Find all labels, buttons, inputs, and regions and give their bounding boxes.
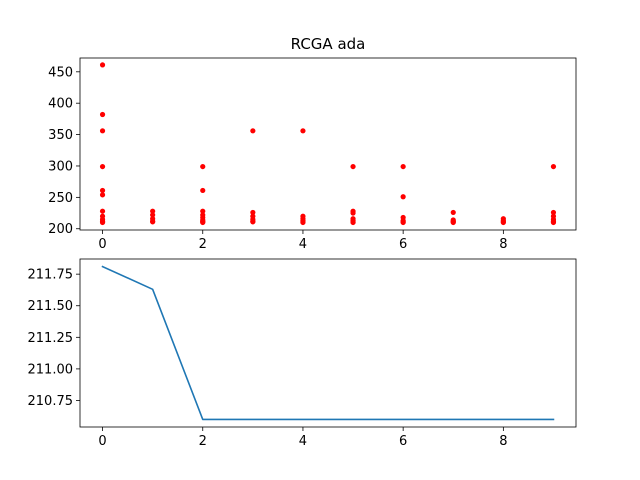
scatter-point (99, 208, 106, 214)
top-y-tick-label: 400 (48, 97, 73, 112)
scatter-point (150, 219, 156, 225)
scatter-point (450, 219, 456, 226)
scatter-point (550, 209, 557, 216)
scatter-point (250, 128, 256, 134)
top-axes-frame (79, 57, 577, 231)
top-scatter-plot: 0 2 4 6 8 200 250 300 350 400 450 (48, 57, 577, 252)
scatter-point (150, 212, 156, 218)
scatter-point (350, 219, 356, 226)
scatter-point (500, 219, 506, 226)
top-y-tick-label: 350 (48, 128, 73, 143)
top-x-tick-label: 8 (499, 237, 507, 252)
bottom-y-tick-label: 211.75 (28, 268, 74, 283)
top-y-tick-label: 300 (48, 159, 73, 174)
scatter-point (99, 219, 106, 226)
scatter-point (200, 187, 206, 194)
scatter-point (300, 128, 306, 134)
top-x-tick-label: 2 (199, 237, 207, 252)
series-line (101, 265, 555, 421)
top-x-tick-label: 6 (399, 237, 407, 252)
scatter-point (99, 187, 106, 194)
bottom-axes-frame (79, 258, 577, 428)
top-x-tick-label: 4 (299, 237, 307, 252)
bottom-x-tick-label: 6 (399, 434, 407, 449)
scatter-point (99, 163, 106, 170)
scatter-point (99, 128, 106, 134)
scatter-point (300, 219, 306, 226)
bottom-x-tick-label: 2 (199, 434, 207, 449)
scatter-point (350, 210, 356, 216)
top-x-tick-label: 0 (98, 237, 106, 252)
scatter-point (200, 163, 206, 170)
scatter-point (400, 219, 406, 226)
scatter-point (99, 192, 106, 198)
bottom-x-tick-label: 8 (499, 434, 507, 449)
scatter-point (400, 194, 406, 200)
scatter-point (150, 208, 156, 214)
scatter-point (550, 219, 557, 226)
bottom-x-tick-label: 4 (299, 434, 307, 449)
bottom-y-tick-label: 211.25 (28, 331, 74, 346)
top-y-tick-label: 250 (48, 191, 73, 206)
scatter-point (250, 219, 256, 225)
bottom-y-tick-label: 210.75 (28, 394, 74, 409)
bottom-x-tick-label: 0 (98, 434, 106, 449)
bottom-line-plot: 0 2 4 6 8 210.75 211.00 211.25 211.50 211.75 (28, 258, 577, 449)
scatter-point (450, 209, 456, 216)
top-y-tick-label: 200 (48, 222, 73, 237)
scatter-point (550, 163, 557, 170)
scatter-point (200, 219, 206, 226)
bottom-y-tick-label: 211.50 (28, 299, 74, 314)
scatter-point (99, 111, 106, 118)
bottom-y-tick-label: 211.00 (28, 362, 74, 377)
top-chart-title: RCGA ada (291, 35, 366, 53)
scatter-point (350, 163, 356, 170)
scatter-point (99, 62, 106, 68)
top-y-tick-label: 450 (48, 65, 73, 80)
scatter-point (250, 209, 256, 216)
scatter-point (200, 208, 206, 214)
scatter-point (400, 163, 406, 170)
